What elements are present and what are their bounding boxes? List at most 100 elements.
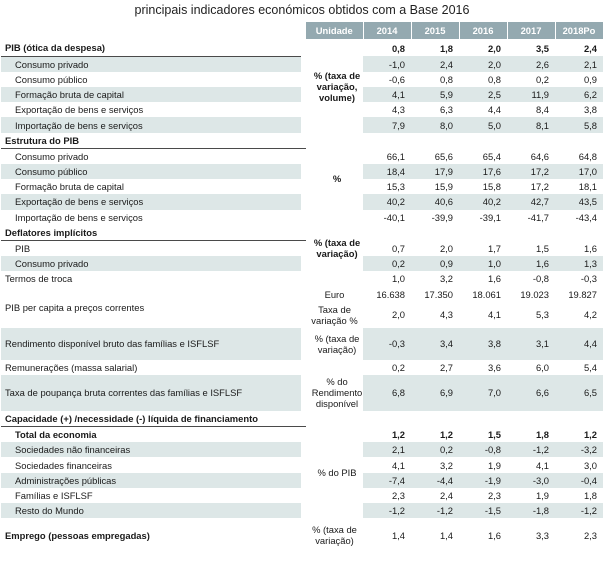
- value-cell: -1,2: [555, 503, 603, 519]
- value-cell: 6,6: [507, 374, 555, 411]
- table-row: Famílias e ISFLSF 2,3 2,4 2,3 1,9 1,8: [1, 488, 603, 503]
- value-cell: 15,8: [482, 181, 501, 193]
- table-row: Importação de bens e serviços 7,9 8,0 5,…: [1, 117, 603, 133]
- value-cell: 1,8: [535, 428, 549, 440]
- value-cell: -39,1: [479, 211, 501, 223]
- value-cell: 3,2: [439, 273, 453, 285]
- table-row: Resto do Mundo -1,2 -1,2 -1,5 -1,8 -1,2: [1, 503, 603, 519]
- value-cell: 3,4: [411, 327, 459, 360]
- value-cell: 64,8: [578, 150, 597, 162]
- value-cell: 6,9: [411, 374, 459, 411]
- value-cell: 8,4: [535, 104, 549, 116]
- value-cell: 5,3: [535, 309, 549, 321]
- table-row: Consumo privado 0,2 0,9 1,0 1,6 1,3: [1, 256, 603, 272]
- header-unit: Unidade: [306, 22, 364, 41]
- section-label: Capacidade (+) /necessidade (-) líquida …: [1, 410, 306, 428]
- row-label: Formação bruta de capital: [1, 87, 311, 103]
- row-label: Total da economia: [15, 429, 97, 441]
- value-cell: 2,0: [439, 242, 453, 254]
- value-cell: 11,9: [507, 87, 555, 103]
- value-cell: 3,3: [535, 529, 549, 541]
- value-cell: -1,8: [507, 503, 555, 519]
- table-row: Consumo público 18,4 17,9 17,6 17,2 17,0: [1, 164, 603, 180]
- value-cell: 5,8: [555, 117, 603, 133]
- value-cell: 1,5: [487, 428, 501, 440]
- value-cell: 1,6: [583, 242, 597, 254]
- value-cell: 1,7: [487, 242, 501, 254]
- value-cell: 5,4: [583, 361, 597, 373]
- value-cell: 0,9: [411, 256, 459, 272]
- value-cell: -0,3: [363, 327, 411, 360]
- row-label: Sociedades financeiras: [15, 459, 112, 471]
- value-cell: 1,8: [583, 489, 597, 501]
- table-row: Sociedades financeiras 4,1 3,2 1,9 4,1 3…: [1, 457, 603, 472]
- value-cell: 5,0: [459, 117, 507, 133]
- value-cell: 3,8: [583, 104, 597, 116]
- value-cell: 4,4: [555, 327, 603, 360]
- value-cell: 4,1: [535, 459, 549, 471]
- table-row: Formação bruta de capital 15,3 15,9 15,8…: [1, 179, 603, 194]
- value-cell: 1,4: [439, 529, 453, 541]
- header-row: Unidade 2014 2015 2016 2017 2018Po: [1, 22, 604, 41]
- value-cell: 40,6: [411, 194, 459, 210]
- header-blank: [1, 22, 306, 40]
- value-cell: 0,2: [391, 361, 405, 373]
- table-row: Formação bruta de capital 4,1 5,9 2,5 11…: [1, 87, 603, 103]
- value-cell: 17,2: [530, 181, 549, 193]
- value-cell: 3,8: [459, 327, 507, 360]
- value-cell: 4,4: [487, 104, 501, 116]
- value-cell: 42,7: [507, 194, 555, 210]
- value-cell: -3,2: [555, 442, 603, 458]
- section-label: Estrutura do PIB: [1, 132, 306, 149]
- header-year: 2016: [459, 22, 508, 41]
- row-label: Taxa de poupança bruta correntes das fam…: [1, 374, 311, 411]
- unit-cell: % (taxa de variação, volume): [313, 70, 361, 104]
- value-cell: 2,0: [487, 43, 501, 55]
- value-cell: 66,1: [386, 150, 405, 162]
- row-label: Rendimento disponível bruto das famílias…: [1, 327, 311, 360]
- header-year: 2015: [411, 22, 460, 41]
- value-cell: 0,8: [391, 43, 405, 55]
- value-cell: 7,9: [363, 117, 411, 133]
- value-cell: 18.061: [472, 288, 501, 300]
- table-row: PIB per capita a preços correntes Euro 1…: [1, 287, 603, 313]
- value-cell: 2,0: [459, 56, 507, 72]
- value-cell: 2,4: [411, 56, 459, 72]
- value-cell: 64,6: [530, 150, 549, 162]
- value-cell: 0,2: [535, 73, 549, 85]
- value-cell: -39,9: [431, 211, 453, 223]
- value-cell: 2,0: [391, 309, 405, 321]
- value-cell: 2,1: [363, 442, 411, 458]
- value-cell: -1,0: [363, 56, 411, 72]
- value-cell: 0,8: [439, 73, 453, 85]
- row-label: Remunerações (massa salarial): [5, 361, 138, 373]
- row-label: Importação de bens e serviços: [15, 211, 143, 223]
- value-cell: 16.638: [376, 288, 405, 300]
- value-cell: -0,6: [388, 73, 405, 85]
- table-row: Sociedades não financeiras 2,1 0,2 -0,8 …: [1, 442, 603, 458]
- row-label: PIB per capita a preços correntes: [5, 301, 145, 313]
- value-cell: 19.023: [520, 288, 549, 300]
- table-row: Total da economia % do PIB 1,2 1,2 1,5 1…: [1, 427, 603, 478]
- unit-cell: Taxa de variação %: [311, 303, 358, 326]
- value-cell: 6,2: [555, 87, 603, 103]
- unit-cell: % do PIB: [317, 466, 357, 478]
- value-cell: 4,1: [363, 87, 411, 103]
- value-cell: -3,0: [507, 472, 555, 488]
- value-cell: 17,2: [507, 164, 555, 180]
- value-cell: 17,9: [411, 164, 459, 180]
- row-label: Famílias e ISFLSF: [15, 489, 93, 501]
- value-cell: 1,5: [535, 242, 549, 254]
- row-label: Consumo privado: [15, 150, 89, 162]
- value-cell: 6,0: [535, 361, 549, 373]
- value-cell: 6,8: [363, 374, 411, 411]
- value-cell: 15,9: [434, 181, 453, 193]
- value-cell: 40,2: [363, 194, 411, 210]
- value-cell: 1,0: [459, 256, 507, 272]
- value-cell: -1,9: [459, 472, 507, 488]
- indicators-table: Unidade 2014 2015 2016 2017 2018Po PIB (…: [1, 22, 604, 552]
- row-label: Consumo público: [15, 73, 88, 85]
- table-row: Administrações públicas -7,4 -4,4 -1,9 -…: [1, 472, 603, 488]
- value-cell: 1,6: [507, 256, 555, 272]
